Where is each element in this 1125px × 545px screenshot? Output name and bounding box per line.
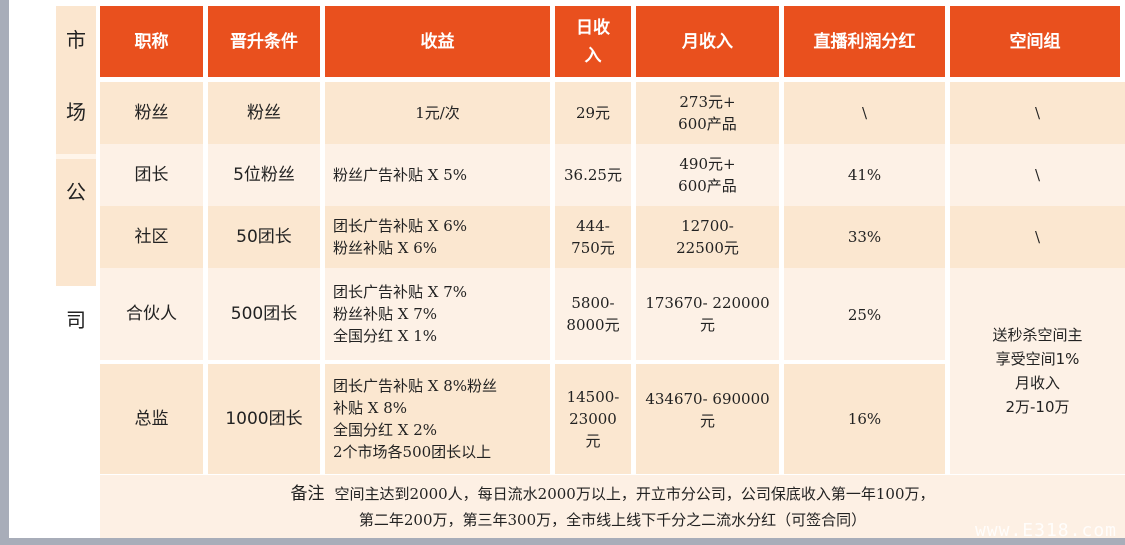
cell-monthly: 434670- 690000 元 xyxy=(636,364,779,474)
cell-space-group: \ xyxy=(950,144,1125,206)
side-label-char: 市 xyxy=(66,28,86,52)
note-line-1: 空间主达到2000人，每日流水2000万以上，开立市分公司，公司保底收入第一年1… xyxy=(334,485,935,503)
cell-earnings: 粉丝广告补贴 X 5% xyxy=(325,144,550,206)
cell-monthly: 12700- 22500元 xyxy=(636,206,779,268)
cell-earnings: 团长广告补贴 X 6% 粉丝补贴 X 6% xyxy=(325,206,550,268)
cell-earnings: 团长广告补贴 X 8%粉丝 补贴 X 8% 全国分红 X 2% 2个市场各500… xyxy=(325,364,550,474)
note-line-2: 第二年200万，第三年300万，全市线上线下千分之二流水分红（可签合同） xyxy=(358,511,867,529)
header-monthly: 月收入 xyxy=(636,6,779,77)
cell-earnings: 团长广告补贴 X 7% 粉丝补贴 X 7% 全国分红 X 1% xyxy=(325,268,550,360)
cell-daily: 14500- 23000 元 xyxy=(555,364,631,474)
cell-earnings: 1元/次 xyxy=(325,82,550,144)
cell-condition: 5位粉丝 xyxy=(208,144,320,206)
cell-live-dividend: \ xyxy=(784,82,945,144)
header-earnings: 收益 xyxy=(325,6,550,77)
cell-condition: 50团长 xyxy=(208,206,320,268)
cell-space-group-merged: 送秒杀空间主 享受空间1% 月收入 2万-10万 xyxy=(950,268,1125,474)
cell-live-dividend: 25% xyxy=(784,268,945,360)
note-label: 备注 xyxy=(290,484,325,504)
cell-condition: 500团长 xyxy=(208,268,320,360)
header-daily: 日收 入 xyxy=(555,6,631,77)
cell-daily: 444- 750元 xyxy=(555,206,631,268)
bottom-edge-bar xyxy=(0,538,1125,545)
cell-condition: 粉丝 xyxy=(208,82,320,144)
cell-condition: 1000团长 xyxy=(208,364,320,474)
side-label-char: 场 xyxy=(66,100,86,124)
cell-space-group: \ xyxy=(950,82,1125,144)
cell-daily: 36.25元 xyxy=(555,144,631,206)
left-edge-bar xyxy=(0,0,9,545)
cell-title: 社区 xyxy=(100,206,203,268)
header-condition: 晋升条件 xyxy=(208,6,320,77)
cell-monthly: 173670- 220000 元 xyxy=(636,268,779,360)
cell-title: 合伙人 xyxy=(100,268,203,360)
cell-space-group: \ xyxy=(950,206,1125,268)
side-label-char: 公 xyxy=(66,180,86,204)
side-label-char: 司 xyxy=(66,308,86,332)
note-section: 备注 空间主达到2000人，每日流水2000万以上，开立市分公司，公司保底收入第一… xyxy=(100,475,1125,538)
cell-title: 粉丝 xyxy=(100,82,203,144)
side-label-strip xyxy=(56,6,96,286)
header-title: 职称 xyxy=(100,6,203,77)
cell-live-dividend: 16% xyxy=(784,364,945,474)
cell-live-dividend: 33% xyxy=(784,206,945,268)
header-space-group: 空间组 xyxy=(950,6,1120,77)
cell-daily: 5800- 8000元 xyxy=(555,268,631,360)
cell-live-dividend: 41% xyxy=(784,144,945,206)
header-live-dividend: 直播利润分红 xyxy=(784,6,945,77)
watermark: www.E318.com xyxy=(974,520,1117,541)
cell-title: 团长 xyxy=(100,144,203,206)
cell-daily: 29元 xyxy=(555,82,631,144)
cell-monthly: 490元+ 600产品 xyxy=(636,144,779,206)
cell-title: 总监 xyxy=(100,364,203,474)
cell-monthly: 273元+ 600产品 xyxy=(636,82,779,144)
